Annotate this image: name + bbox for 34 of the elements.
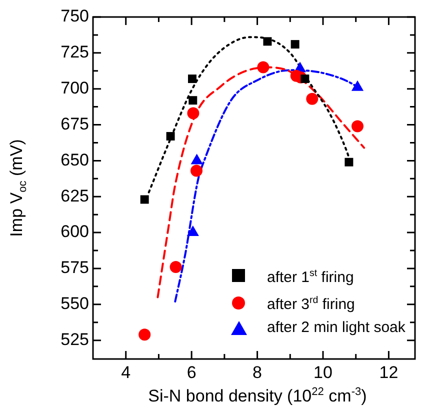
y-tick-label: 675: [60, 114, 89, 134]
x-tick-label: 10: [314, 362, 332, 382]
point: [170, 261, 182, 274]
point: [290, 40, 300, 49]
point: [140, 195, 149, 204]
point: [188, 74, 196, 84]
point: [344, 158, 354, 166]
line-series: [148, 36, 352, 194]
legend-label: after 1$^{st}$ firing: [267, 267, 354, 288]
y-tick-label: 550: [60, 294, 89, 314]
point: [166, 132, 175, 141]
point: [306, 92, 318, 105]
point: [352, 120, 364, 132]
point: [187, 107, 200, 120]
point: [263, 37, 272, 46]
y-tick-label: 525: [60, 330, 89, 350]
y-tick-label: 750: [60, 6, 89, 26]
y-tick-label: 725: [60, 42, 89, 62]
x-tick-label: 4: [121, 362, 131, 382]
y-tick-label: 650: [60, 150, 89, 170]
x-tick-label: 12: [379, 362, 398, 382]
x-tick-label: 8: [252, 362, 262, 382]
point: [190, 164, 202, 177]
y-tick-label: 600: [60, 222, 89, 242]
y-tick-label: 625: [60, 186, 89, 206]
legend-label: after 3$^{rd}$ firing: [267, 294, 355, 315]
y-tick-label: 700: [60, 78, 89, 98]
legend-label: after 2 min light soak: [267, 318, 406, 338]
point: [188, 96, 198, 105]
x-axis-title: Si-N bond density (10$^{22}$ cm$^{-3}$): [147, 386, 368, 407]
x-tick-label: 6: [186, 362, 196, 382]
y-tick-label: 575: [60, 258, 89, 278]
point: [138, 328, 151, 341]
point: [257, 61, 270, 74]
